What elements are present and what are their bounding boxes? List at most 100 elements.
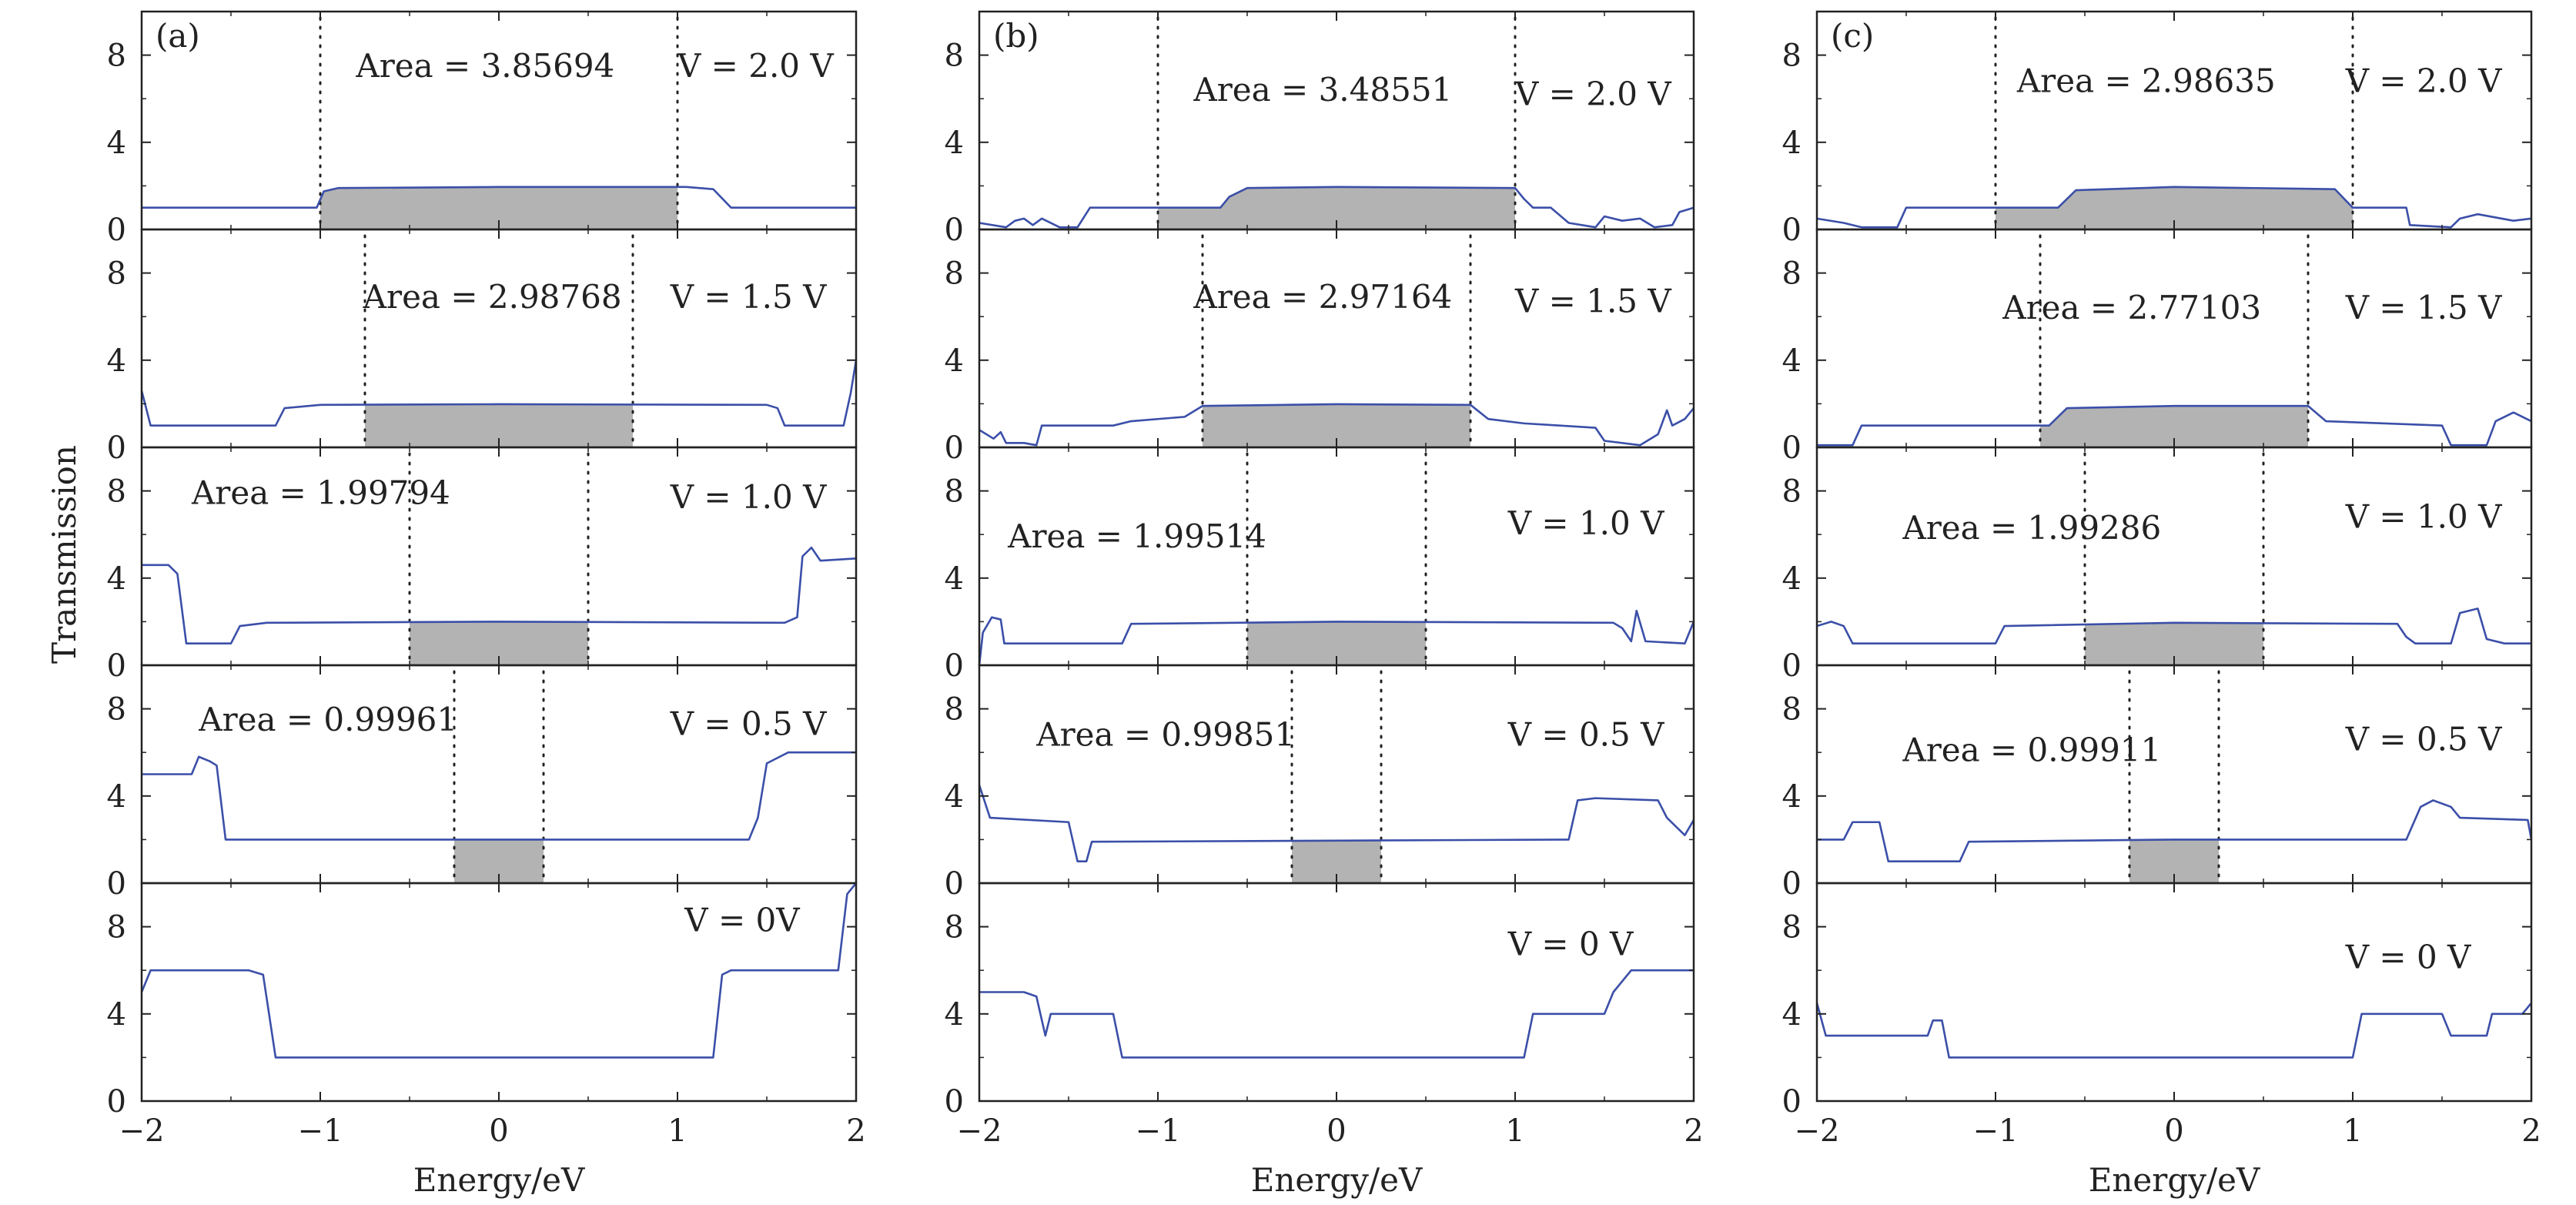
x-tick-label: −1 [298, 1113, 343, 1149]
transmission-line [979, 186, 1694, 229]
x-tick-label: −2 [1795, 1113, 1840, 1149]
panel-frame [978, 882, 1695, 1103]
y-tick-label: 4 [107, 343, 126, 379]
y-tick-label: 0 [945, 866, 964, 902]
voltage-label: V = 1.0 V [670, 478, 827, 516]
transmission-line [142, 186, 856, 209]
y-tick-label: 8 [1782, 256, 1802, 292]
voltage-label: V = 0.5 V [2345, 720, 2502, 758]
shaded-area [454, 839, 544, 883]
voltage-label: V = 1.5 V [1514, 283, 1671, 320]
transmission-line [1816, 186, 2532, 229]
y-tick-label: 4 [945, 997, 964, 1033]
panel: 0 4 8 Area = 0.99851 V = 0.5 V [945, 664, 1695, 902]
panel: 0 4 8 V = 0 V [945, 882, 1695, 1120]
y-tick-label: 8 [1782, 38, 1802, 74]
panel: 0 4 8 Area = 0.99911 V = 0.5 V [1782, 664, 2533, 902]
panel: 0 4 8 Area = 3.85694 V = 2.0 V [107, 10, 858, 248]
y-tick-label: 8 [107, 474, 126, 510]
area-label: Area = 2.98635 [2016, 62, 2276, 100]
shaded-area [410, 621, 588, 665]
voltage-label: V = 2.0 V [677, 47, 834, 85]
panel: 0 4 8 Area = 1.99514 V = 1.0 V [945, 446, 1695, 684]
y-tick-label: 4 [945, 126, 964, 161]
x-axis-title: Energy/eV [1251, 1161, 1423, 1199]
x-axis-title: Energy/eV [413, 1161, 585, 1199]
transmission-line [978, 609, 1695, 666]
y-tick-label: 0 [1782, 213, 1802, 248]
y-tick-label: 8 [945, 692, 964, 728]
shaded-area [1203, 403, 1470, 447]
y-tick-label: 8 [1782, 692, 1802, 728]
y-tick-label: 0 [1782, 1084, 1802, 1120]
y-tick-label: 0 [107, 648, 126, 684]
y-tick-label: 0 [945, 213, 964, 248]
voltage-label: V = 1.0 V [2345, 498, 2502, 536]
transmission-line [1815, 1002, 2533, 1059]
y-tick-label: 4 [107, 126, 126, 161]
panel: 0 4 8 Area = 2.97164 V = 1.5 V [945, 228, 1695, 466]
x-tick-label: 1 [1505, 1113, 1524, 1149]
transmission-line [142, 546, 857, 644]
panel: 0 4 8 Area = 3.48551 V = 2.0 V [945, 10, 1695, 248]
y-tick-label: 4 [945, 343, 964, 379]
y-tick-label: 4 [1782, 561, 1802, 597]
panel: 0 4 8 Area = 2.98635 V = 2.0 V [1782, 10, 2533, 248]
voltage-label: V = 2.0 V [2345, 62, 2502, 100]
panel: 0 4 8 Area = 1.99286 V = 1.0 V [1782, 446, 2533, 684]
area-label: Area = 0.99961 [198, 701, 457, 738]
y-tick-label: 4 [1782, 343, 1802, 379]
voltage-label: V = 1.5 V [2345, 289, 2502, 326]
shaded-area [2040, 406, 2308, 447]
y-tick-label: 8 [945, 38, 964, 74]
y-axis-title: Transmission [45, 445, 83, 664]
x-tick-label: −2 [119, 1113, 165, 1149]
area-label: Area = 3.48551 [1193, 71, 1452, 109]
area-label: Area = 2.98768 [363, 278, 622, 316]
x-tick-label: −1 [1136, 1113, 1181, 1149]
x-tick-label: 2 [1684, 1113, 1703, 1149]
area-label: Area = 0.99851 [1035, 716, 1295, 754]
area-label: Area = 1.99286 [1902, 509, 2161, 547]
area-label: Area = 2.77103 [2002, 289, 2261, 326]
y-tick-label: 8 [107, 38, 126, 74]
transmission-line [1817, 799, 2533, 862]
area-label: Area = 2.97164 [1193, 278, 1452, 316]
y-tick-label: 4 [1782, 779, 1802, 815]
voltage-label: V = 0.5 V [670, 705, 827, 743]
y-tick-label: 0 [1782, 866, 1802, 902]
y-tick-label: 8 [945, 474, 964, 510]
x-tick-label: 0 [489, 1113, 508, 1149]
panel-frame [1815, 882, 2533, 1103]
transmission-line [978, 785, 1695, 862]
voltage-label: V = 0.5 V [1507, 716, 1664, 754]
y-tick-label: 4 [107, 561, 126, 597]
column-a: 0 4 8 Area = 3.85694 V = 2.0 V 0 4 8 Area = 2.98… [107, 10, 866, 1199]
y-tick-label: 4 [945, 779, 964, 815]
panel-frame [140, 882, 858, 1103]
shaded-area [1996, 186, 2353, 229]
transmission-line [1817, 404, 2532, 447]
y-tick-label: 4 [1782, 126, 1802, 161]
column-b: 0 4 8 Area = 3.48551 V = 2.0 V 0 4 8 Area = 2.97… [945, 10, 1704, 1199]
transmission-line [142, 751, 856, 841]
y-tick-label: 8 [945, 910, 964, 946]
y-tick-label: 8 [107, 692, 126, 728]
voltage-label: V = 2.0 V [1514, 75, 1671, 113]
chart-columns: 0 4 8 Area = 3.85694 V = 2.0 V 0 4 8 Area = 2.98… [107, 10, 2541, 1199]
panel-letter: (b) [993, 17, 1039, 55]
shaded-area [1158, 186, 1515, 229]
panel: 0 4 8 Area = 2.77103 V = 1.5 V [1782, 228, 2533, 466]
shaded-area [2085, 622, 2263, 665]
transmission-line [979, 969, 1694, 1059]
panel-letter: (a) [156, 17, 200, 55]
transmission-line [140, 882, 858, 1059]
y-tick-label: 8 [107, 910, 126, 946]
shaded-area [1247, 621, 1426, 665]
shaded-area [320, 186, 677, 229]
x-tick-label: −1 [1973, 1113, 2019, 1149]
x-tick-label: −2 [957, 1113, 1002, 1149]
transmission-line [979, 403, 1695, 447]
x-tick-label: 1 [667, 1113, 687, 1149]
